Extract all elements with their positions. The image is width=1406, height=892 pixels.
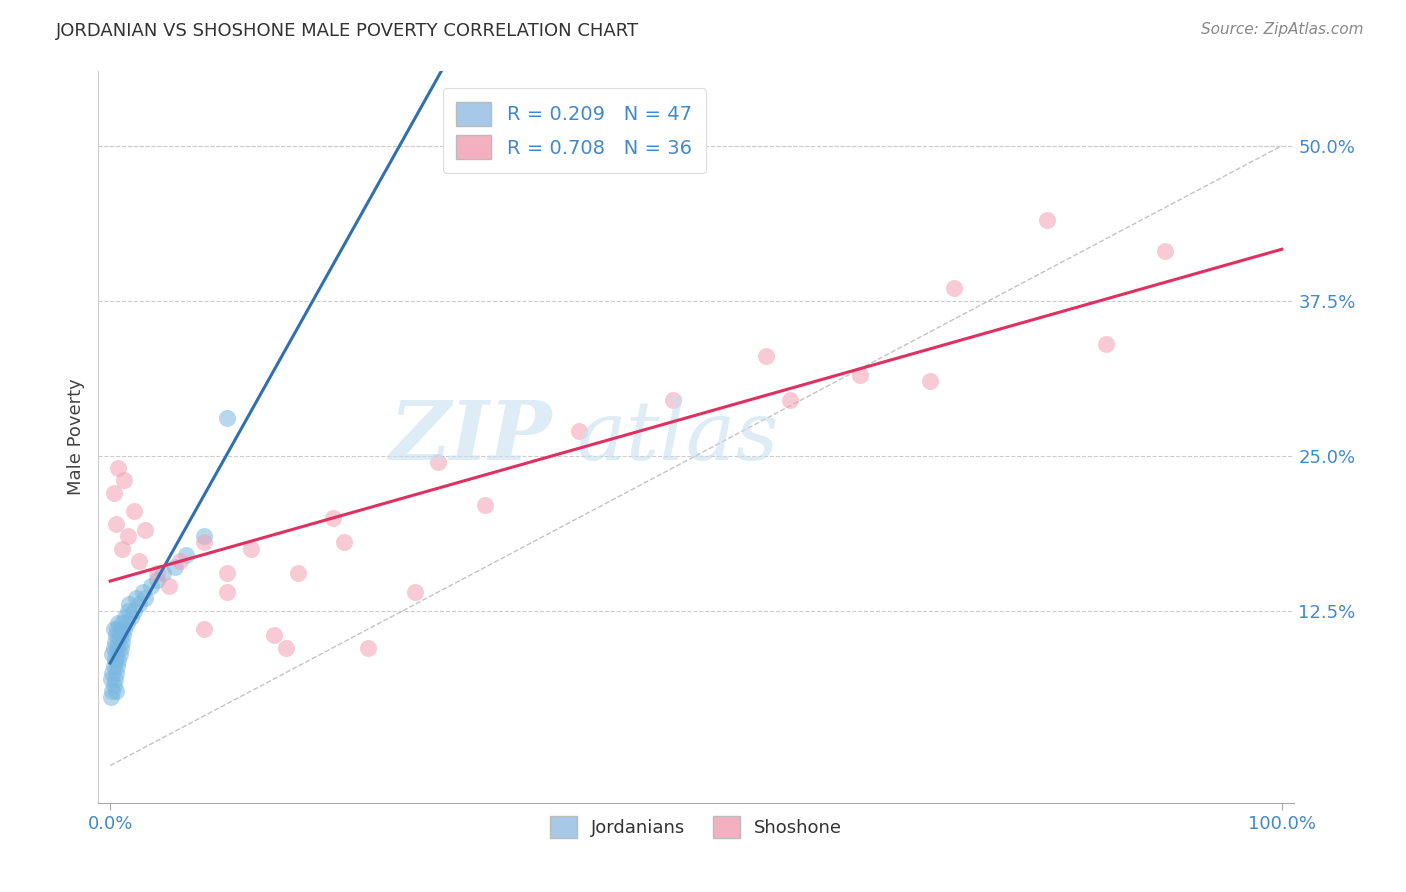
Point bbox=[128, 554, 150, 568]
Point bbox=[287, 566, 309, 581]
Point bbox=[107, 653, 129, 667]
Point bbox=[661, 392, 683, 407]
Point bbox=[357, 640, 380, 655]
Point bbox=[105, 659, 128, 673]
Point bbox=[103, 678, 125, 692]
Point bbox=[103, 622, 125, 636]
Point bbox=[111, 634, 134, 648]
Point bbox=[146, 573, 169, 587]
Point bbox=[115, 615, 138, 630]
Point bbox=[274, 640, 297, 655]
Point bbox=[1095, 337, 1118, 351]
Point bbox=[104, 634, 127, 648]
Point bbox=[105, 628, 128, 642]
Text: JORDANIAN VS SHOSHONE MALE POVERTY CORRELATION CHART: JORDANIAN VS SHOSHONE MALE POVERTY CORRE… bbox=[56, 22, 640, 40]
Point bbox=[103, 659, 125, 673]
Point bbox=[217, 411, 239, 425]
Point bbox=[217, 585, 239, 599]
Point bbox=[427, 455, 450, 469]
Point bbox=[132, 585, 155, 599]
Point bbox=[169, 554, 191, 568]
Point bbox=[174, 548, 197, 562]
Point bbox=[107, 615, 129, 630]
Point bbox=[112, 628, 135, 642]
Point bbox=[105, 647, 128, 661]
Point bbox=[100, 690, 122, 705]
Point bbox=[101, 665, 124, 680]
Point bbox=[217, 566, 239, 581]
Point bbox=[849, 368, 872, 383]
Point bbox=[105, 665, 128, 680]
Point bbox=[146, 566, 169, 581]
Text: atlas: atlas bbox=[576, 397, 779, 477]
Point bbox=[239, 541, 262, 556]
Point bbox=[1036, 213, 1059, 227]
Point bbox=[920, 374, 942, 388]
Point bbox=[103, 486, 125, 500]
Point bbox=[122, 604, 145, 618]
Text: ZIP: ZIP bbox=[389, 397, 553, 477]
Point bbox=[103, 640, 125, 655]
Point bbox=[404, 585, 426, 599]
Point bbox=[101, 684, 124, 698]
Point bbox=[755, 350, 778, 364]
Point bbox=[105, 640, 128, 655]
Text: Source: ZipAtlas.com: Source: ZipAtlas.com bbox=[1201, 22, 1364, 37]
Point bbox=[125, 591, 148, 606]
Point bbox=[117, 529, 139, 543]
Point bbox=[474, 498, 496, 512]
Point bbox=[193, 535, 215, 549]
Point bbox=[163, 560, 186, 574]
Point bbox=[1153, 244, 1175, 259]
Point bbox=[112, 474, 135, 488]
Point bbox=[104, 653, 127, 667]
Point bbox=[104, 672, 127, 686]
Point bbox=[128, 598, 150, 612]
Legend: Jordanians, Shoshone: Jordanians, Shoshone bbox=[543, 808, 849, 845]
Point bbox=[110, 622, 132, 636]
Point bbox=[112, 622, 135, 636]
Point bbox=[263, 628, 285, 642]
Point bbox=[779, 392, 801, 407]
Point bbox=[134, 591, 156, 606]
Point bbox=[105, 684, 128, 698]
Point bbox=[111, 541, 134, 556]
Point bbox=[101, 647, 124, 661]
Point bbox=[157, 579, 180, 593]
Point bbox=[193, 529, 215, 543]
Point bbox=[118, 598, 141, 612]
Point bbox=[152, 566, 174, 581]
Point bbox=[117, 604, 139, 618]
Point bbox=[942, 281, 965, 295]
Point bbox=[114, 610, 136, 624]
Y-axis label: Male Poverty: Male Poverty bbox=[66, 379, 84, 495]
Point bbox=[333, 535, 356, 549]
Point bbox=[108, 647, 131, 661]
Point bbox=[110, 640, 132, 655]
Point bbox=[105, 516, 128, 531]
Point bbox=[105, 622, 128, 636]
Point bbox=[120, 610, 142, 624]
Point bbox=[107, 634, 129, 648]
Point bbox=[568, 424, 591, 438]
Point bbox=[108, 628, 131, 642]
Point bbox=[193, 622, 215, 636]
Point bbox=[141, 579, 163, 593]
Point bbox=[322, 510, 344, 524]
Point bbox=[100, 672, 122, 686]
Point bbox=[107, 461, 129, 475]
Point bbox=[111, 615, 134, 630]
Point bbox=[134, 523, 156, 537]
Point bbox=[122, 504, 145, 518]
